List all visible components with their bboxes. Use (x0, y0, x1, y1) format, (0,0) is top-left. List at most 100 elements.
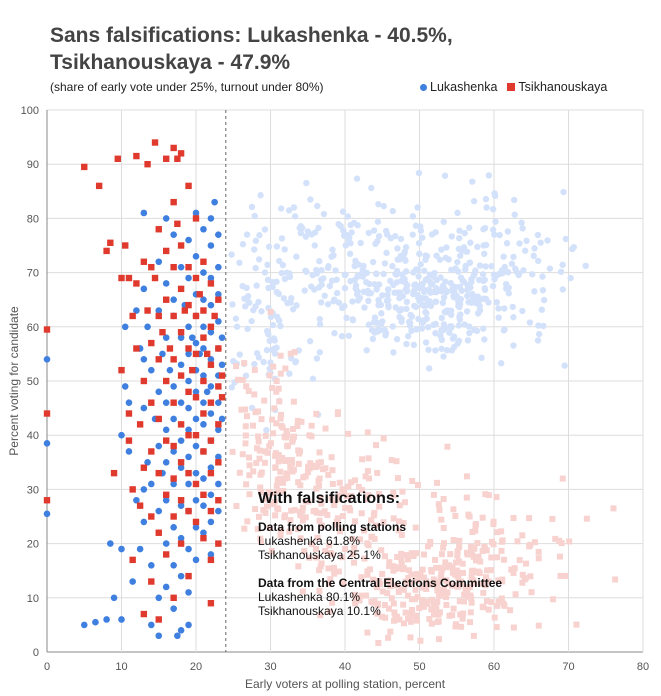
faded-point (320, 275, 327, 282)
faded-point (569, 245, 576, 253)
lukashenka-point (185, 589, 192, 596)
faded-point (496, 231, 503, 239)
lukashenka-point (200, 323, 207, 331)
faded-point (535, 555, 542, 562)
faded-point (461, 591, 468, 598)
faded-point (501, 556, 508, 563)
faded-point (315, 224, 322, 232)
faded-point (275, 385, 282, 392)
faded-point (527, 573, 534, 580)
faded-point (495, 305, 502, 312)
lukashenka-point (118, 545, 125, 553)
y-tick-label: 10 (27, 593, 39, 605)
faded-point (269, 416, 276, 423)
faded-point (404, 556, 411, 563)
faded-point (365, 229, 372, 237)
faded-point (306, 337, 314, 345)
faded-point (295, 479, 302, 486)
faded-point (269, 283, 276, 291)
lukashenka-point (192, 415, 200, 423)
faded-point (229, 301, 236, 308)
faded-point (375, 201, 382, 208)
faded-point (376, 503, 383, 510)
faded-point (450, 333, 458, 340)
lukashenka-point (207, 242, 215, 249)
faded-point (391, 609, 398, 616)
faded-point (271, 405, 278, 412)
faded-point (409, 606, 416, 613)
faded-point (374, 469, 381, 476)
faded-point (351, 262, 358, 270)
faded-point (455, 575, 462, 582)
faded-point (455, 558, 462, 565)
faded-point (365, 297, 372, 305)
faded-point (422, 339, 430, 346)
lukashenka-point (200, 345, 207, 352)
faded-point (338, 332, 346, 340)
tsikhanouskaya-point (177, 285, 185, 293)
faded-point (295, 460, 302, 467)
faded-point (283, 427, 290, 434)
faded-point (297, 229, 305, 237)
faded-point (519, 307, 526, 315)
faded-point (472, 557, 479, 564)
faded-point (426, 615, 433, 622)
faded-point (468, 574, 475, 581)
faded-point (394, 256, 401, 263)
faded-point (344, 213, 352, 220)
faded-point (279, 424, 286, 431)
faded-point (283, 457, 290, 464)
faded-point (556, 553, 563, 560)
faded-point (275, 488, 282, 495)
faded-point (468, 276, 475, 283)
faded-point (490, 271, 498, 278)
faded-point (339, 554, 346, 561)
faded-point (544, 237, 551, 244)
faded-point (357, 536, 364, 543)
faded-point (412, 586, 419, 593)
faded-point (463, 308, 471, 315)
annotation-block1-line2: Tsikhanouskaya 25.1% (258, 548, 381, 562)
tsikhanouskaya-point (163, 247, 170, 255)
faded-point (531, 245, 538, 252)
faded-point (322, 425, 329, 432)
faded-point (510, 569, 517, 576)
lukashenka-point (192, 496, 200, 504)
faded-point (229, 448, 236, 455)
faded-point (427, 538, 434, 545)
faded-point (454, 583, 461, 590)
faded-point (281, 246, 288, 253)
lukashenka-point (155, 594, 163, 602)
tsikhanouskaya-point (207, 437, 215, 444)
faded-point (489, 226, 497, 233)
faded-point (483, 598, 490, 605)
faded-point (358, 592, 365, 599)
faded-point (336, 479, 343, 486)
faded-point (398, 556, 405, 563)
faded-point (473, 521, 480, 528)
faded-point (519, 225, 526, 232)
faded-point (277, 468, 284, 475)
annotation-block1-line1: Lukashenka 61.8% (258, 534, 361, 548)
faded-point (261, 226, 269, 233)
tsikhanouskaya-point (207, 600, 215, 607)
faded-point (280, 487, 287, 494)
faded-point (470, 197, 478, 205)
lukashenka-point (133, 307, 140, 314)
faded-point (365, 455, 372, 462)
faded-point (438, 571, 445, 578)
faded-point (302, 233, 310, 240)
faded-point (318, 522, 325, 529)
faded-point (377, 301, 385, 309)
faded-point (359, 487, 366, 494)
lukashenka-point (200, 421, 207, 428)
faded-point (291, 349, 298, 356)
faded-point (251, 391, 258, 398)
chart-title: Sans falsifications: Lukashenka - 40.5%,… (50, 24, 453, 74)
faded-point (389, 323, 397, 330)
faded-point (418, 325, 426, 332)
faded-point (284, 299, 291, 307)
faded-point (373, 584, 380, 591)
faded-point (399, 488, 406, 495)
lukashenka-point (207, 215, 215, 222)
